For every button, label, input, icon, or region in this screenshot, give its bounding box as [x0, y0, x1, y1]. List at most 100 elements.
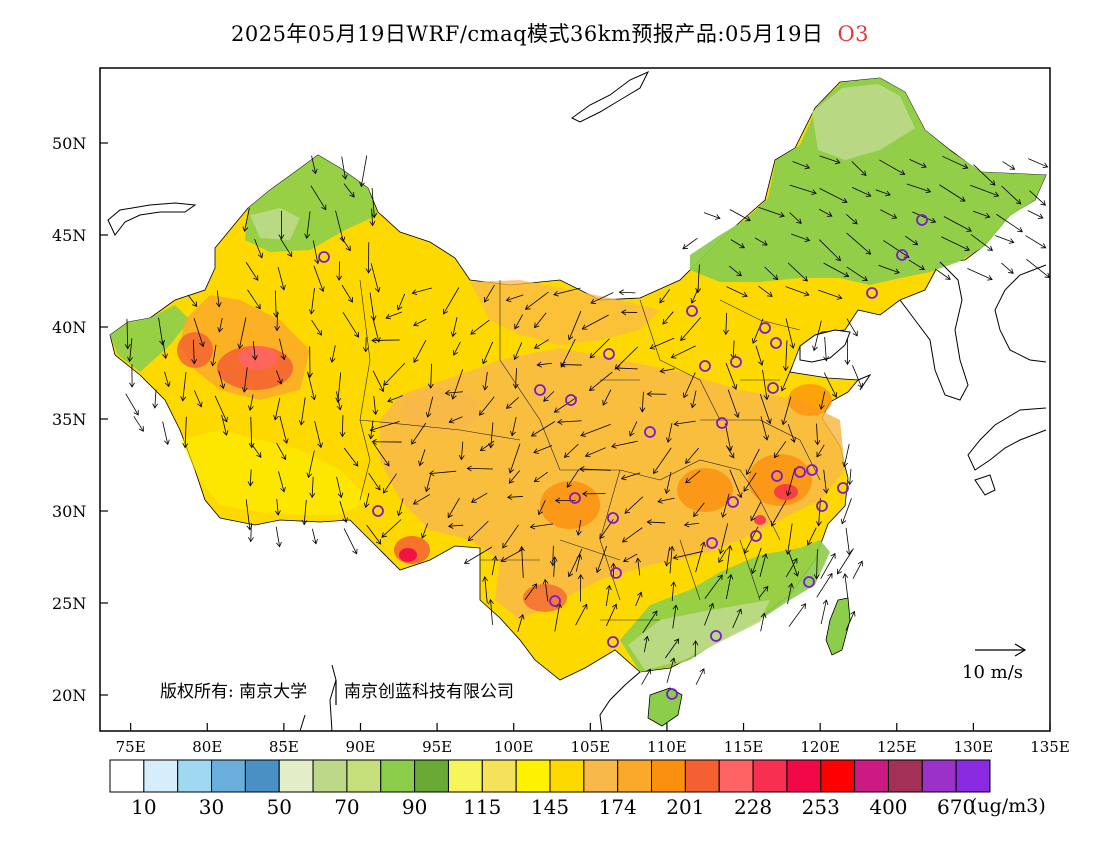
wind-arrow-head — [191, 301, 198, 308]
wind-arrow-shaft — [568, 310, 582, 340]
wind-arrow-shaft — [762, 369, 768, 400]
wind-arrow-head — [384, 460, 390, 467]
city-marker — [730, 356, 742, 368]
wind-arrow-head — [653, 468, 659, 475]
wind-arrow-shaft — [368, 472, 381, 491]
wind-arrow-head — [624, 508, 631, 514]
wind-arrow-head — [989, 180, 996, 186]
hotspot-yunnan — [523, 584, 567, 612]
wind-arrow-head — [506, 494, 513, 501]
wind-arrow-shaft — [429, 470, 457, 475]
wind-arrow-head — [191, 358, 198, 365]
wind-arrow-shaft — [823, 372, 837, 398]
taiwan-island — [825, 597, 851, 656]
wind-arrow-head — [885, 190, 891, 197]
wind-arrow-head — [700, 541, 706, 547]
wind-arrow-shaft — [369, 292, 375, 321]
colorbar-label: 50 — [267, 795, 292, 819]
wind-arrow-shaft — [534, 312, 547, 328]
city-marker — [644, 426, 656, 438]
wind-arrow-head — [133, 410, 139, 416]
wind-arrow-head — [945, 274, 951, 280]
wind-arrow-head — [773, 452, 780, 459]
wind-arrow-head — [745, 469, 752, 476]
wind-arrow-head — [339, 236, 346, 243]
wind-arrow-shaft — [184, 416, 187, 448]
wind-arrow-shaft — [725, 445, 735, 458]
colorbar-label: 90 — [402, 795, 427, 819]
wind-arrow-shaft — [525, 291, 549, 310]
northeast-green-zone — [690, 78, 1046, 285]
balkhash-outline — [107, 202, 197, 236]
wind-arrow-head — [533, 448, 539, 454]
wind-arrow-shaft — [365, 493, 370, 508]
city-marker — [816, 500, 828, 512]
wind-arrow-shaft — [279, 338, 285, 360]
wind-arrow-head — [599, 533, 605, 540]
wind-arrow-head — [827, 572, 833, 579]
colorbar-swatch — [380, 759, 416, 793]
wind-arrow-shaft — [725, 312, 728, 335]
wind-arrow-shaft — [126, 318, 129, 349]
wind-arrow-head — [567, 334, 574, 341]
wind-arrow-shaft — [568, 548, 583, 577]
wind-arrow-shaft — [343, 528, 358, 554]
wind-arrow-shaft — [372, 339, 400, 341]
colorbar-swatch — [143, 759, 179, 793]
lon-tick-label: 120E — [800, 738, 840, 756]
wind-arrow-head — [835, 255, 842, 262]
wind-arrow-shaft — [746, 448, 760, 475]
wind-arrow-head — [605, 584, 612, 591]
hotspot-qinghai — [400, 388, 480, 432]
wind-arrow-shaft — [443, 287, 460, 315]
wind-arrow-head — [987, 275, 993, 281]
wind-arrow-shaft — [785, 318, 794, 349]
wind-arrow-head — [708, 602, 715, 609]
wind-arrow-shaft — [764, 266, 779, 280]
wind-arrow-shaft — [760, 416, 768, 440]
wind-arrow-head — [645, 668, 652, 675]
wind-arrow-head — [311, 168, 318, 175]
wind-arrow-shaft — [490, 599, 493, 625]
wind-arrow-head — [443, 308, 449, 315]
wind-arrow-shaft — [577, 519, 582, 536]
lat-tick-label: 20N — [52, 686, 86, 705]
wind-arrow-head — [930, 217, 937, 224]
wind-arrow-shaft — [590, 292, 614, 304]
wind-arrow-shaft — [554, 396, 577, 413]
wind-arrow-head — [301, 519, 308, 526]
wind-arrow-head — [743, 548, 749, 555]
colorbar-swatch — [244, 759, 280, 793]
wind-arrow-head — [1042, 162, 1049, 168]
wind-arrow-head — [847, 479, 853, 486]
wind-arrow-shaft — [371, 208, 374, 226]
wind-arrow-shaft — [879, 159, 905, 175]
wind-arrow-head — [484, 296, 490, 303]
wind-arrow-shaft — [164, 371, 170, 387]
wind-arrow-head — [560, 362, 566, 368]
wind-arrow-shaft — [614, 346, 639, 370]
wind-arrow-shaft — [506, 397, 519, 409]
wind-arrow-head — [796, 218, 802, 224]
wind-arrow-shaft — [852, 561, 863, 579]
wind-arrow-head — [447, 512, 453, 519]
wind-arrow-head — [581, 324, 588, 330]
wind-arrow-head — [643, 635, 650, 642]
city-marker — [569, 492, 581, 504]
wind-arrow-head — [750, 515, 756, 522]
wind-arrow-shaft — [880, 209, 897, 219]
wind-arrow-head — [804, 236, 811, 242]
wind-arrow-head — [584, 451, 591, 458]
wind-arrow-head — [590, 298, 597, 304]
wind-arrow-shaft — [724, 423, 732, 451]
wind-arrow-head — [248, 443, 255, 449]
wind-arrow-shaft — [413, 318, 427, 326]
wind-arrow-head — [577, 573, 584, 580]
wind-arrow-head — [508, 467, 515, 474]
wind-arrow-shaft — [666, 546, 670, 566]
wind-arrow-head — [363, 502, 370, 509]
wind-arrow-head — [370, 315, 377, 321]
colorbar-swatch — [447, 759, 483, 793]
wind-arrow-head — [518, 545, 525, 552]
wind-arrow-shaft — [659, 289, 671, 304]
